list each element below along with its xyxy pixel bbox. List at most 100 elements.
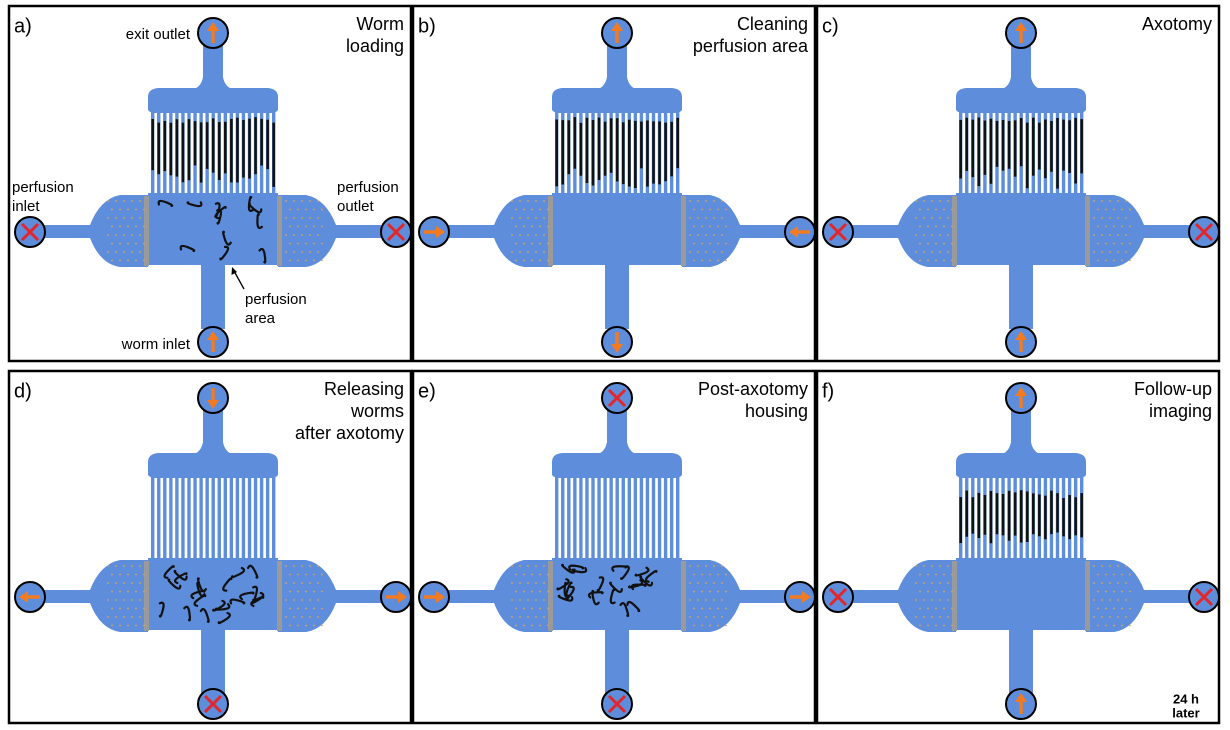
pillar (1129, 591, 1131, 593)
pillar (1121, 608, 1123, 610)
pillar (543, 616, 545, 618)
pillar (511, 217, 513, 219)
pillar (725, 608, 727, 610)
pillar (689, 251, 691, 253)
pillar (115, 616, 117, 618)
pillar (943, 226, 945, 228)
pillar (689, 599, 691, 601)
pillar (1105, 226, 1107, 228)
pillar (939, 217, 941, 219)
pillar (547, 226, 549, 228)
pillar (515, 226, 517, 228)
pillar (143, 608, 145, 610)
pillar (297, 591, 299, 593)
pillar (131, 616, 133, 618)
pillar (111, 574, 113, 576)
pillar (297, 243, 299, 245)
pillar (321, 209, 323, 211)
pillar (539, 625, 541, 627)
pillar (535, 234, 537, 236)
pillar (1097, 243, 1099, 245)
pillar (689, 582, 691, 584)
pillar (127, 226, 129, 228)
pillar (721, 616, 723, 618)
perfusion-area (956, 558, 1086, 630)
trap-channel (609, 476, 612, 562)
pillar (547, 243, 549, 245)
pillar (705, 565, 707, 567)
pillar (543, 565, 545, 567)
trap-channel (242, 476, 245, 562)
pillar (123, 200, 125, 202)
trap-channel (266, 476, 269, 562)
pillar (713, 599, 715, 601)
pillar (1109, 217, 1111, 219)
pillar (923, 234, 925, 236)
pointer (234, 271, 244, 289)
trap-channel (151, 476, 154, 562)
pillar (143, 243, 145, 245)
pillar (725, 209, 727, 211)
left-chamber (44, 195, 148, 267)
trap-channel (272, 476, 275, 562)
panel-title: housing (745, 401, 808, 421)
pillar (107, 582, 109, 584)
pillar (305, 243, 307, 245)
pillar (1117, 200, 1119, 202)
pillar (709, 226, 711, 228)
pillar (1105, 625, 1107, 627)
pillar (535, 251, 537, 253)
pillar (951, 226, 953, 228)
pillar (1125, 582, 1127, 584)
pillar (139, 616, 141, 618)
pillar (713, 234, 715, 236)
pillar (309, 616, 311, 618)
pillar (717, 260, 719, 262)
pillar (127, 260, 129, 262)
pillar (713, 582, 715, 584)
pillar (297, 574, 299, 576)
pillar (951, 209, 953, 211)
pillar (131, 217, 133, 219)
pillar (1105, 591, 1107, 593)
note: 24 h (1173, 691, 1199, 706)
trap-channel (646, 476, 649, 562)
panel-title: loading (346, 36, 404, 56)
pillar (951, 243, 953, 245)
pillar (301, 251, 303, 253)
pillar (1113, 243, 1115, 245)
pillar (301, 217, 303, 219)
pillar (547, 209, 549, 211)
pillar (1101, 200, 1103, 202)
pillar (123, 616, 125, 618)
pillar (951, 625, 953, 627)
pillar (1093, 200, 1095, 202)
pillar (1125, 251, 1127, 253)
pillar (939, 582, 941, 584)
pillar (523, 226, 525, 228)
pillar (135, 260, 137, 262)
pillar (1097, 260, 1099, 262)
pillar (531, 243, 533, 245)
pillar (947, 217, 949, 219)
pillar (717, 591, 719, 593)
pillar (135, 625, 137, 627)
panel: a)Wormloadingexit outletperfusionperfusi… (9, 6, 411, 361)
pillar (317, 200, 319, 202)
filter (952, 561, 957, 631)
pillar (1109, 565, 1111, 567)
panel-label: e) (418, 380, 436, 402)
pillar (123, 234, 125, 236)
pillar (713, 200, 715, 202)
pillar (927, 226, 929, 228)
pillar (301, 200, 303, 202)
pillar (321, 260, 323, 262)
pillar (1105, 260, 1107, 262)
pillar (289, 226, 291, 228)
panel-label: a) (14, 15, 32, 37)
pillar (1097, 209, 1099, 211)
pillar (943, 625, 945, 627)
pillar (1129, 625, 1131, 627)
pillar (523, 591, 525, 593)
